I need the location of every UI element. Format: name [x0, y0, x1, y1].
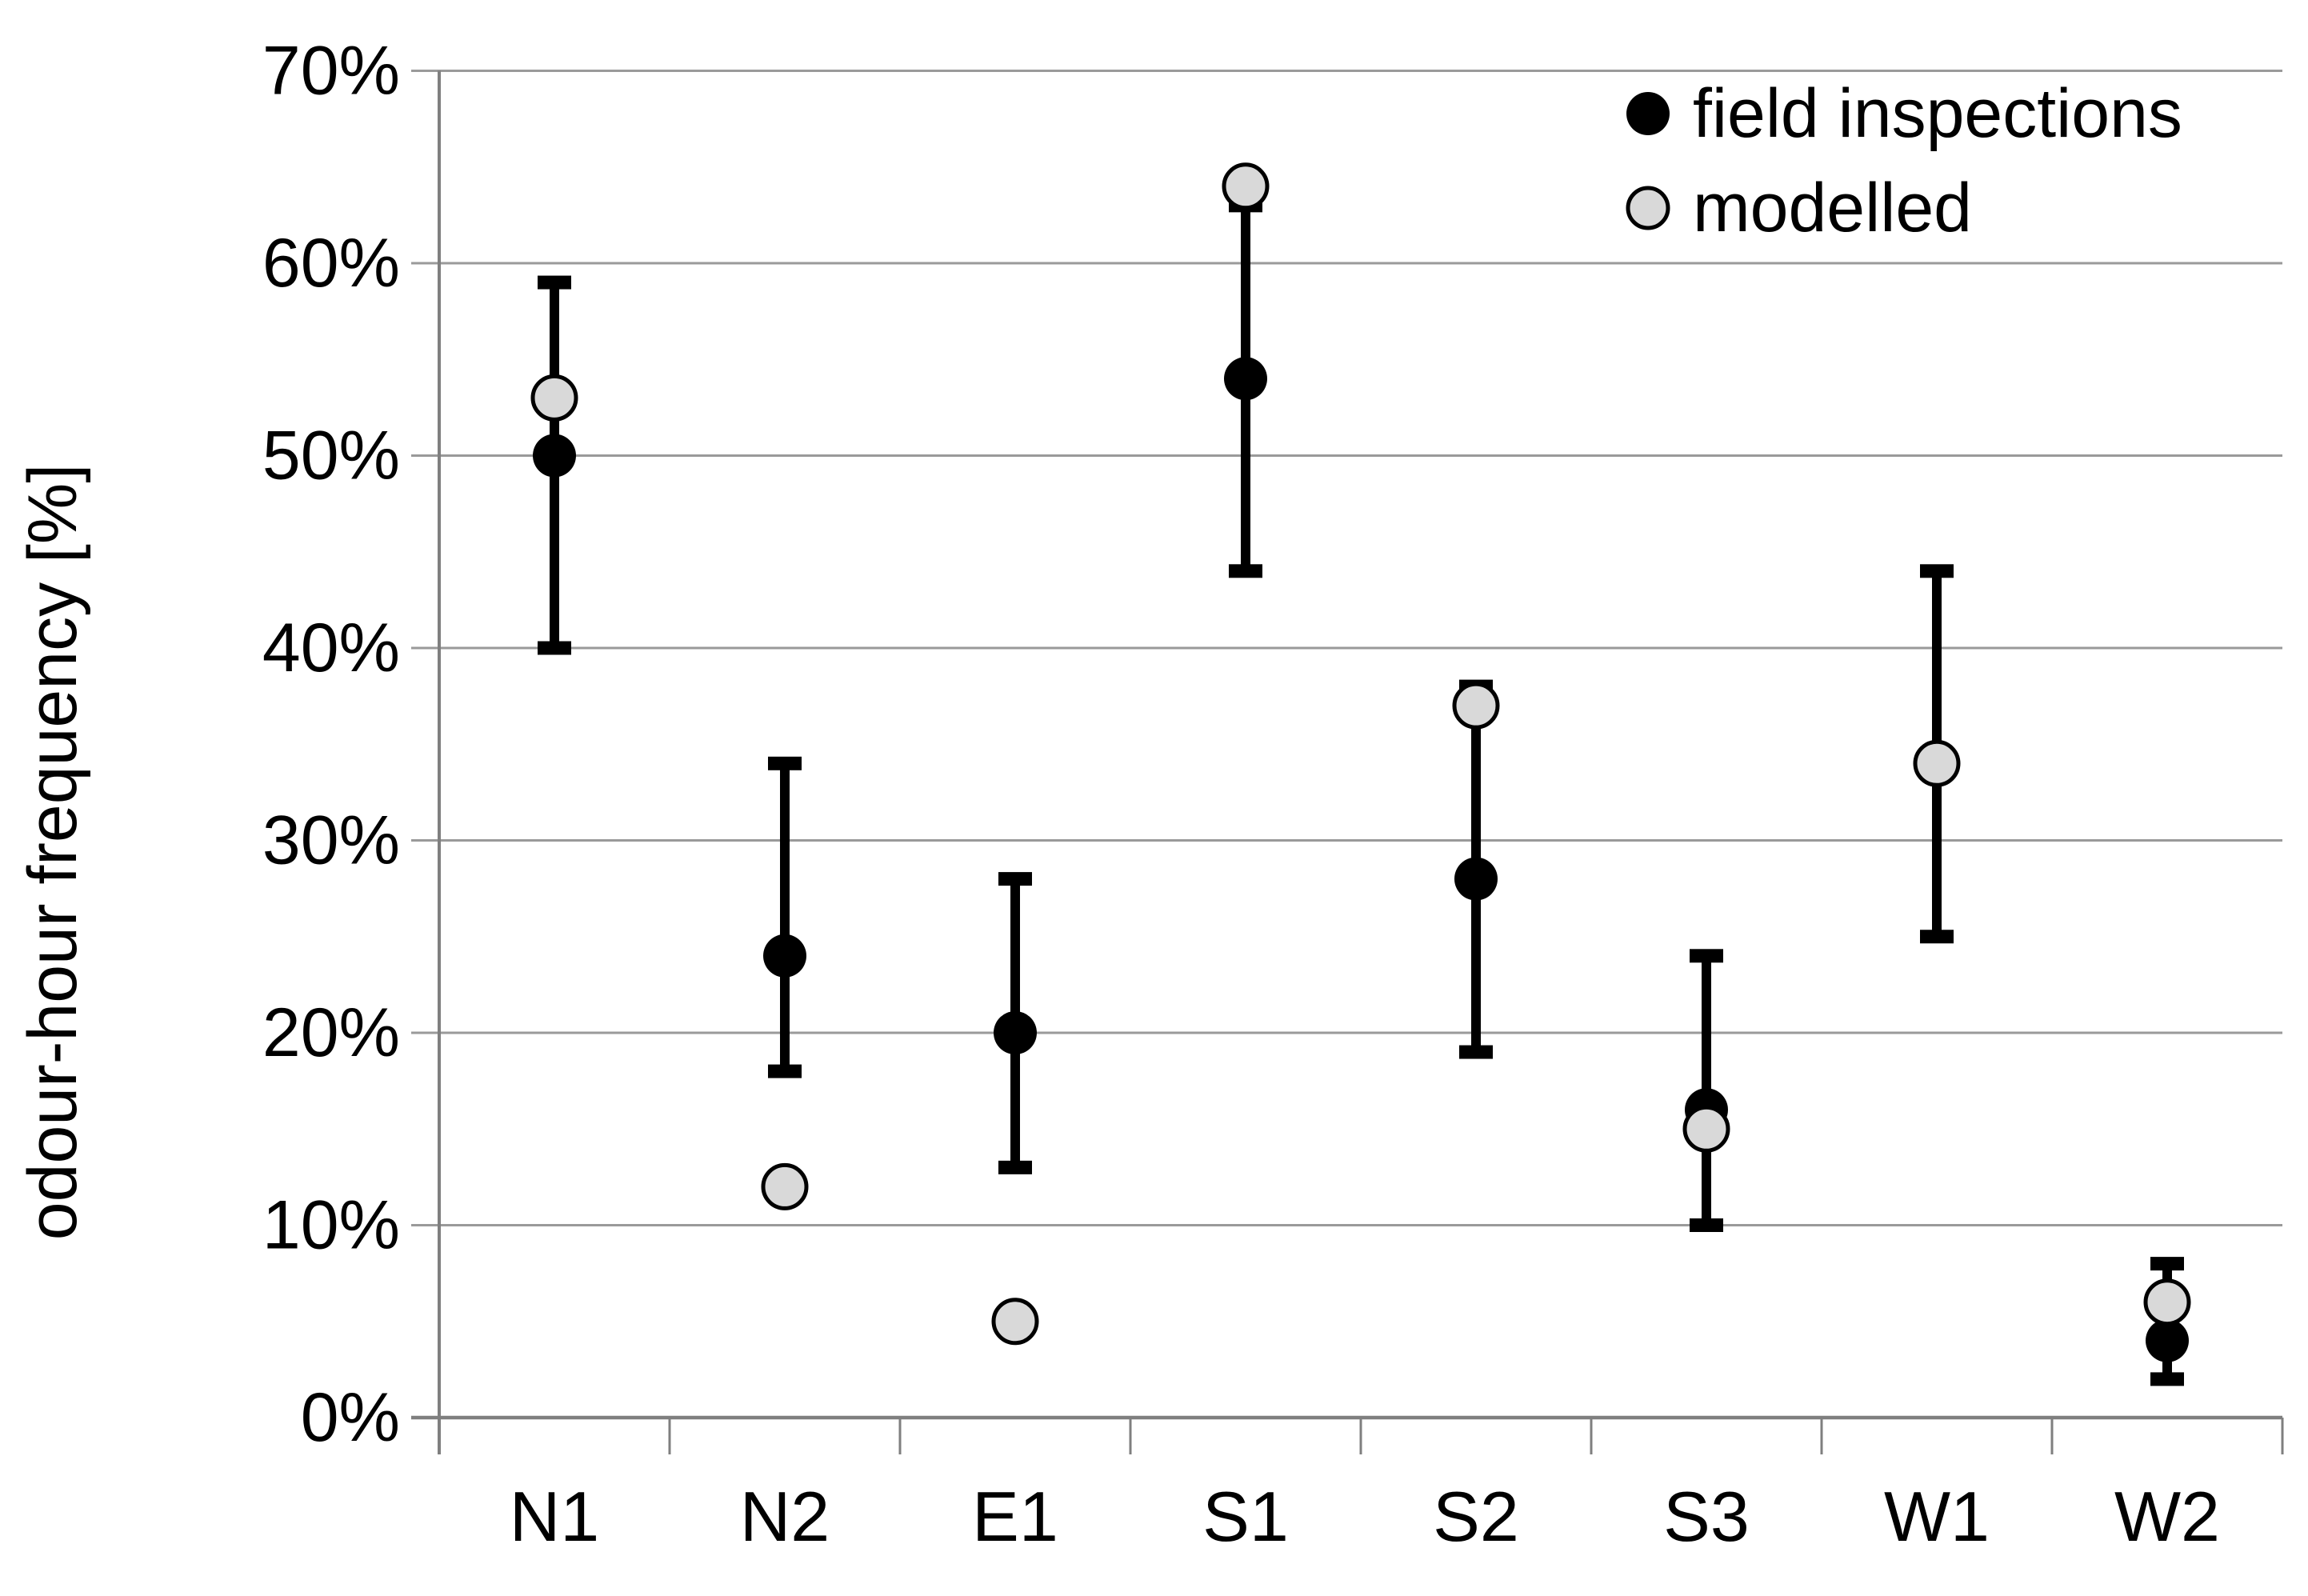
modelled-point-S1	[1222, 162, 1270, 210]
x-category-label-W1: W1	[1884, 1477, 1990, 1556]
modelled-point-N2	[761, 1162, 809, 1210]
modelled-point-E1	[991, 1298, 1039, 1346]
error-cap-low-S2	[1459, 1045, 1493, 1059]
error-cap-high-W2	[2150, 1257, 2184, 1271]
error-cap-high-S3	[1690, 949, 1723, 963]
modelled-point-W1	[1913, 739, 1961, 787]
modelled-point-W2	[2143, 1278, 2191, 1326]
y-axis-tick-labels-group: 0% 10% 20% 30% 40% 50% 60% 70%	[262, 33, 400, 1457]
data-points-group	[530, 162, 2191, 1386]
legend-modelled-label: modelled	[1693, 170, 1972, 246]
modelled-point-S2	[1452, 682, 1500, 730]
error-cap-low-S1	[1229, 564, 1262, 578]
field-point-N1	[533, 434, 576, 478]
x-category-label-S2: S2	[1433, 1477, 1519, 1556]
x-category-label-S1: S1	[1202, 1477, 1289, 1556]
error-cap-low-E1	[998, 1160, 1032, 1174]
y-tick-label-70%: 70%	[262, 33, 400, 110]
gridlines-group	[411, 70, 2282, 1420]
field-point-N2	[763, 934, 806, 978]
x-category-label-N1: N1	[510, 1477, 600, 1556]
error-cap-low-N1	[538, 641, 571, 655]
y-tick-label-10%: 10%	[262, 1187, 400, 1264]
legend-field-inspections-label: field inspections	[1693, 75, 2182, 152]
error-cap-low-N2	[768, 1064, 802, 1078]
y-tick-label-40%: 40%	[262, 610, 400, 686]
y-tick-label-0%: 0%	[301, 1379, 400, 1456]
modelled-point-N1	[530, 374, 578, 422]
legend-modelled-marker-icon	[1626, 186, 1670, 230]
error-cap-high-E1	[998, 872, 1032, 886]
x-axis-category-labels-group: N1 N2 E1 S1 S2 S3 W1 W2	[510, 1477, 2220, 1556]
legend-field-inspections-marker-icon	[1626, 92, 1670, 135]
y-tick-label-60%: 60%	[262, 225, 400, 302]
x-category-label-E1: E1	[972, 1477, 1058, 1556]
x-category-label-W2: W2	[2114, 1477, 2220, 1556]
field-point-W2	[2146, 1318, 2189, 1362]
modelled-point-S3	[1682, 1105, 1730, 1153]
error-cap-high-N1	[538, 275, 571, 290]
error-cap-high-W1	[1920, 564, 1954, 578]
y-tick-label-20%: 20%	[262, 994, 400, 1071]
legend: field inspections modelled	[1626, 75, 2182, 246]
error-cap-high-N2	[768, 756, 802, 770]
error-cap-low-W1	[1920, 930, 1954, 944]
field-point-E1	[994, 1011, 1037, 1054]
x-category-label-S3: S3	[1663, 1477, 1750, 1556]
axes-group	[438, 70, 2284, 1454]
y-axis-title: odour-hour frequency [%]	[14, 464, 91, 1240]
y-tick-label-30%: 30%	[262, 802, 400, 879]
y-tick-label-50%: 50%	[262, 418, 400, 494]
error-cap-low-W2	[2150, 1372, 2184, 1386]
field-point-S1	[1224, 357, 1267, 401]
error-cap-low-S3	[1690, 1218, 1723, 1232]
field-point-S2	[1454, 857, 1498, 901]
x-category-label-N2: N2	[740, 1477, 830, 1556]
